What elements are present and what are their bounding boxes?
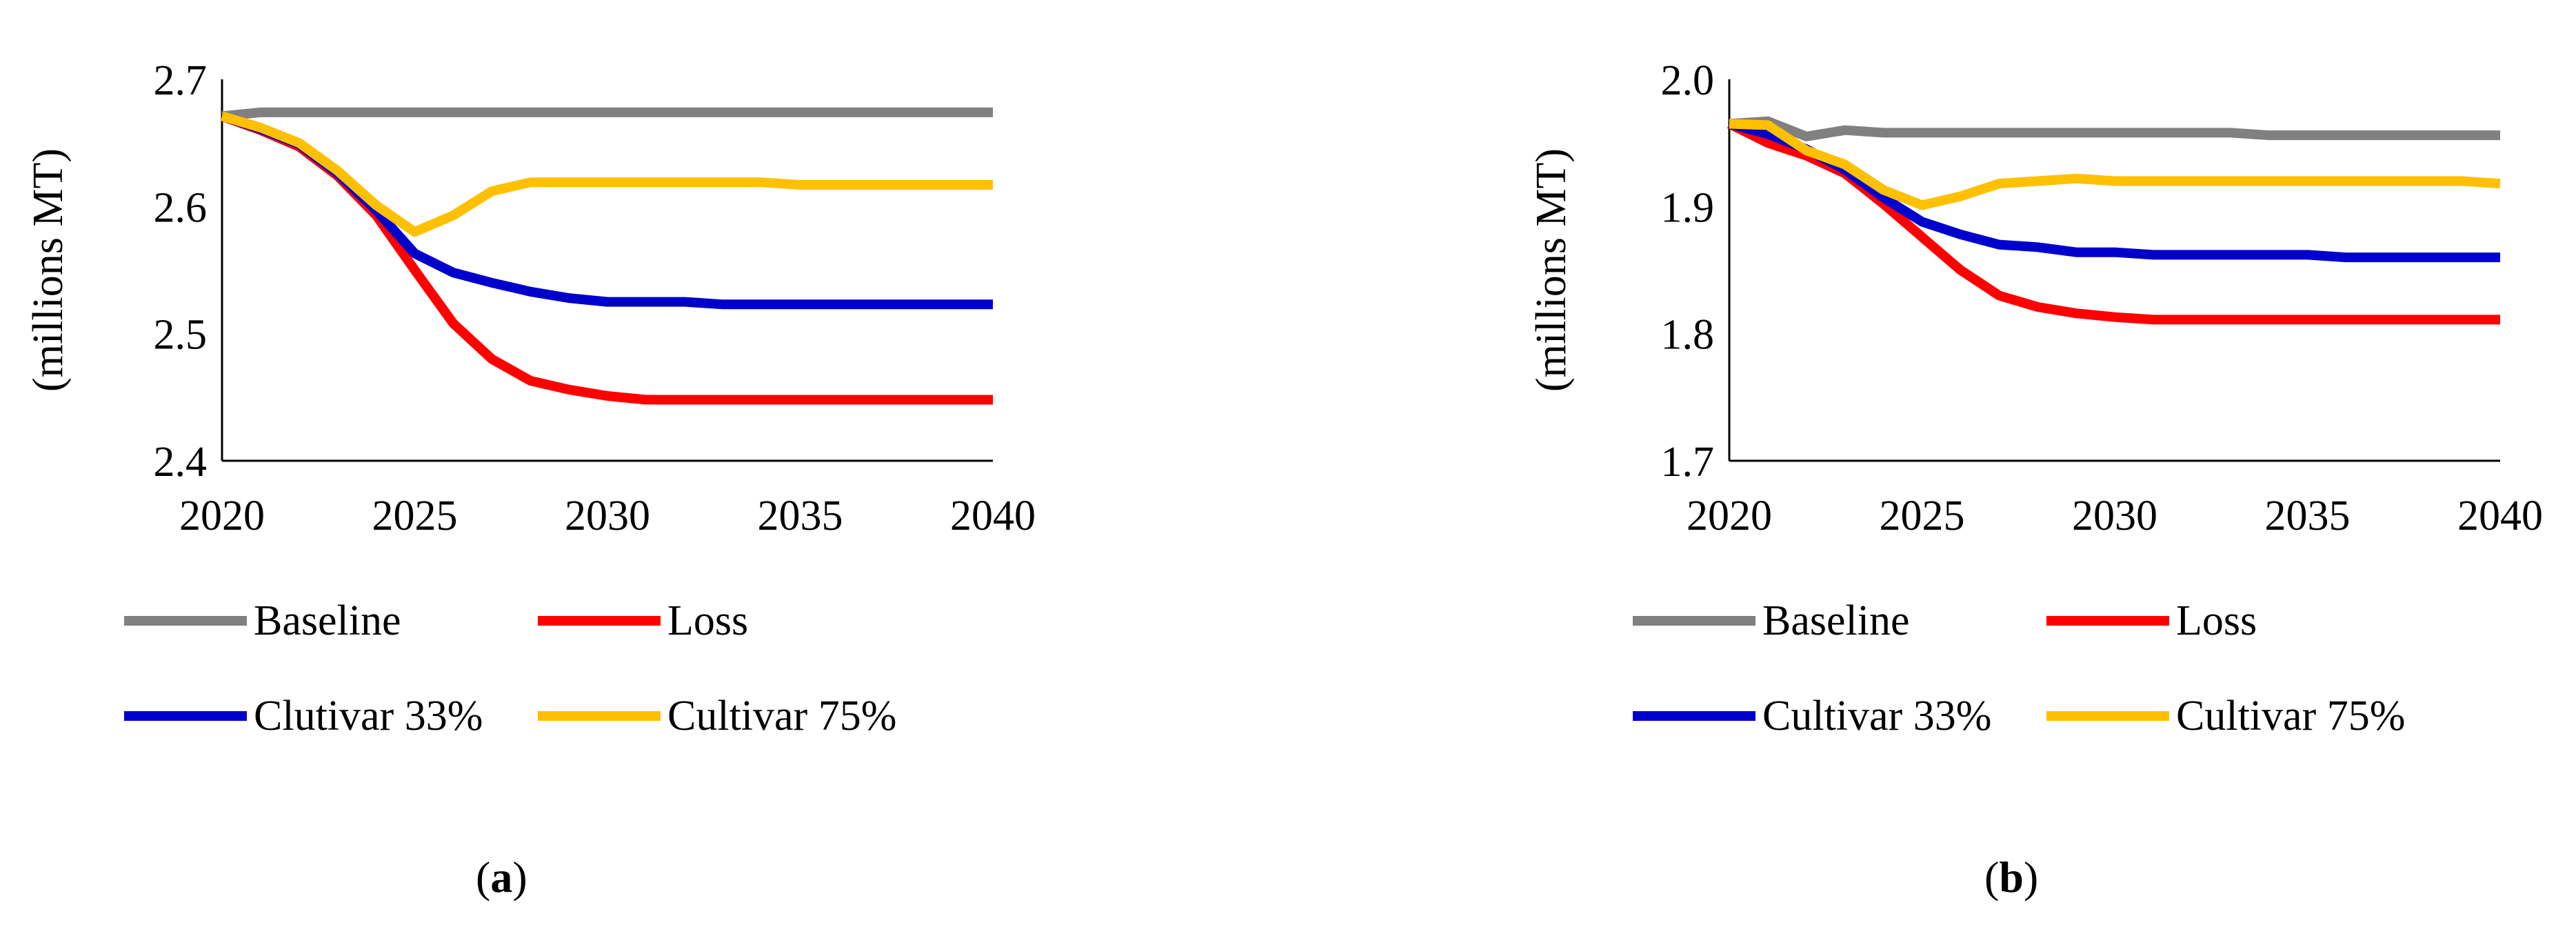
legend-entry: Baseline xyxy=(1762,597,1910,644)
line-chart-b: 1.7 1.8 1.9 2.0 2020 2025 2030 2035 2040 (million… xyxy=(1528,57,2543,739)
legend-entry: Cultivar 33% xyxy=(1762,693,1991,739)
x-tick-label: 2030 xyxy=(565,493,650,539)
series-line-baseline xyxy=(1729,116,2500,141)
y-tick-label: 2.7 xyxy=(154,57,208,104)
legend-entry: Cultivar 75% xyxy=(667,693,896,739)
series-line-clutivar-33- xyxy=(220,111,993,310)
x-tick-label: 2020 xyxy=(179,493,265,539)
legend-entry: Clutivar 33% xyxy=(254,693,483,739)
y-tick-label: 1.8 xyxy=(1661,312,1715,359)
line-chart-a: 2.4 2.5 2.6 2.7 2020 2025 2030 2035 2040 (million… xyxy=(25,57,1036,739)
series-line-loss xyxy=(220,111,993,405)
x-tick-label: 2020 xyxy=(1687,493,1772,539)
series-line-cultivar-33- xyxy=(1728,119,2500,263)
chart-panel-b: 1.7 1.8 1.9 2.0 2020 2025 2030 2035 2040 (million… xyxy=(1288,0,2576,925)
y-axis-label: (millions MT) xyxy=(25,148,72,392)
y-tick-label: 1.7 xyxy=(1661,439,1715,486)
x-tick-label: 2030 xyxy=(2072,493,2157,539)
panel-caption-b: (b) xyxy=(1984,853,2039,902)
legend-entry: Loss xyxy=(2176,597,2257,644)
x-tick-label: 2040 xyxy=(950,493,1036,539)
legend-entry: Cultivar 75% xyxy=(2176,693,2405,739)
chart-panel-a: 2.4 2.5 2.6 2.7 2020 2025 2030 2035 2040 (million… xyxy=(25,57,1036,902)
y-tick-label: 1.9 xyxy=(1661,184,1715,231)
series-line-loss xyxy=(1727,119,2500,325)
panel-caption-letter-a: a xyxy=(490,853,513,902)
x-tick-label: 2035 xyxy=(2265,493,2351,539)
y-tick-label: 2.4 xyxy=(154,439,208,486)
x-tick-label: 2025 xyxy=(372,493,458,539)
x-tick-label: 2035 xyxy=(758,493,843,539)
panel-caption-letter-b: b xyxy=(1999,853,2024,902)
legend-entry: Baseline xyxy=(254,597,401,644)
series-line-cultivar-75- xyxy=(1729,119,2501,210)
x-tick-label: 2040 xyxy=(2457,493,2543,539)
legend-entry: Loss xyxy=(667,597,748,644)
series-line-cultivar-75- xyxy=(221,111,993,237)
y-tick-label: 2.0 xyxy=(1661,57,1715,104)
panel-caption-a: (a) xyxy=(476,853,527,902)
y-axis-label: (millions MT) xyxy=(1528,148,1575,392)
series-line-baseline xyxy=(221,107,993,121)
y-tick-label: 2.5 xyxy=(154,312,208,359)
x-tick-label: 2025 xyxy=(1880,493,1965,539)
y-tick-label: 2.6 xyxy=(154,184,208,231)
